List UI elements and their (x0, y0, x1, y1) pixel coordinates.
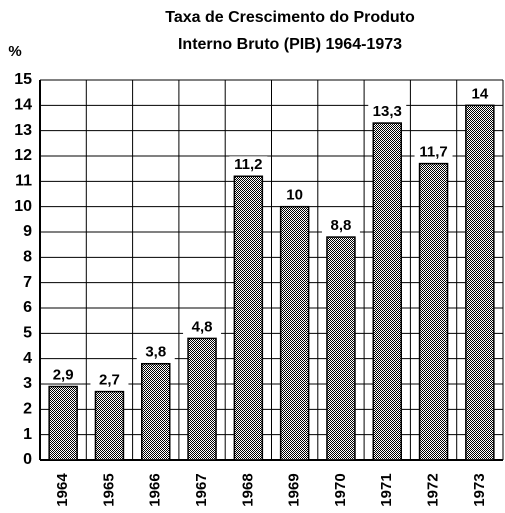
value-label: 8,8 (331, 217, 352, 234)
x-tick-label: 1966 (147, 473, 164, 506)
y-axis-label: % (8, 43, 21, 60)
y-tick-label: 6 (23, 299, 32, 316)
bar (372, 122, 402, 461)
y-tick-label: 5 (23, 325, 32, 342)
y-tick-label: 4 (23, 350, 32, 367)
value-label-bg (183, 318, 222, 336)
value-label: 3,8 (145, 344, 166, 361)
bar (94, 390, 125, 461)
bar (279, 205, 310, 461)
y-tick-label: 8 (23, 249, 32, 266)
value-label-bg (414, 143, 453, 161)
chart-title: Taxa de Crescimento do Produto (165, 9, 415, 26)
value-label: 2,7 (99, 372, 120, 389)
value-label-bg (275, 186, 314, 204)
value-label: 14 (472, 85, 489, 102)
value-label: 13,3 (373, 103, 402, 120)
value-label: 10 (286, 187, 303, 204)
bar (418, 162, 449, 461)
value-label-bg (321, 217, 360, 235)
y-tick-label: 15 (14, 71, 32, 88)
x-tick-label: 1965 (100, 473, 117, 506)
bar (48, 385, 78, 461)
y-tick-label: 14 (14, 97, 32, 114)
x-tick-label: 1964 (54, 473, 71, 507)
y-tick-label: 10 (14, 198, 32, 215)
x-tick-label: 1968 (239, 473, 256, 506)
value-label-bg (90, 371, 129, 389)
value-label-bg (44, 366, 83, 384)
y-tick-label: 11 (15, 173, 32, 190)
value-label: 4,8 (192, 318, 213, 335)
y-tick-label: 12 (14, 147, 32, 164)
bar (465, 104, 495, 461)
value-label-bg (460, 85, 499, 103)
y-tick-label: 9 (23, 223, 32, 240)
x-tick-label: 1972 (425, 473, 442, 506)
y-tick-label: 7 (23, 274, 32, 291)
x-tick-label: 1970 (332, 473, 349, 506)
x-tick-label: 1971 (378, 473, 395, 506)
bar (141, 362, 171, 461)
value-label: 11,2 (234, 156, 262, 173)
value-label-bg (136, 343, 175, 361)
bar (233, 175, 264, 461)
bar (187, 337, 217, 461)
value-label: 11,7 (419, 144, 447, 161)
value-label-bg (229, 156, 268, 174)
x-tick-label: 1969 (286, 473, 303, 506)
y-tick-label: 1 (23, 426, 32, 443)
chart-title: Interno Bruto (PIB) 1964-1973 (178, 36, 402, 53)
y-tick-label: 2 (23, 401, 32, 418)
y-tick-label: 0 (23, 451, 32, 468)
bar (326, 236, 356, 461)
x-tick-label: 1973 (471, 473, 488, 506)
value-label-bg (368, 103, 407, 121)
y-tick-label: 13 (14, 122, 32, 139)
x-tick-label: 1967 (193, 473, 210, 506)
value-label: 2,9 (53, 367, 74, 384)
y-tick-label: 3 (23, 375, 32, 392)
